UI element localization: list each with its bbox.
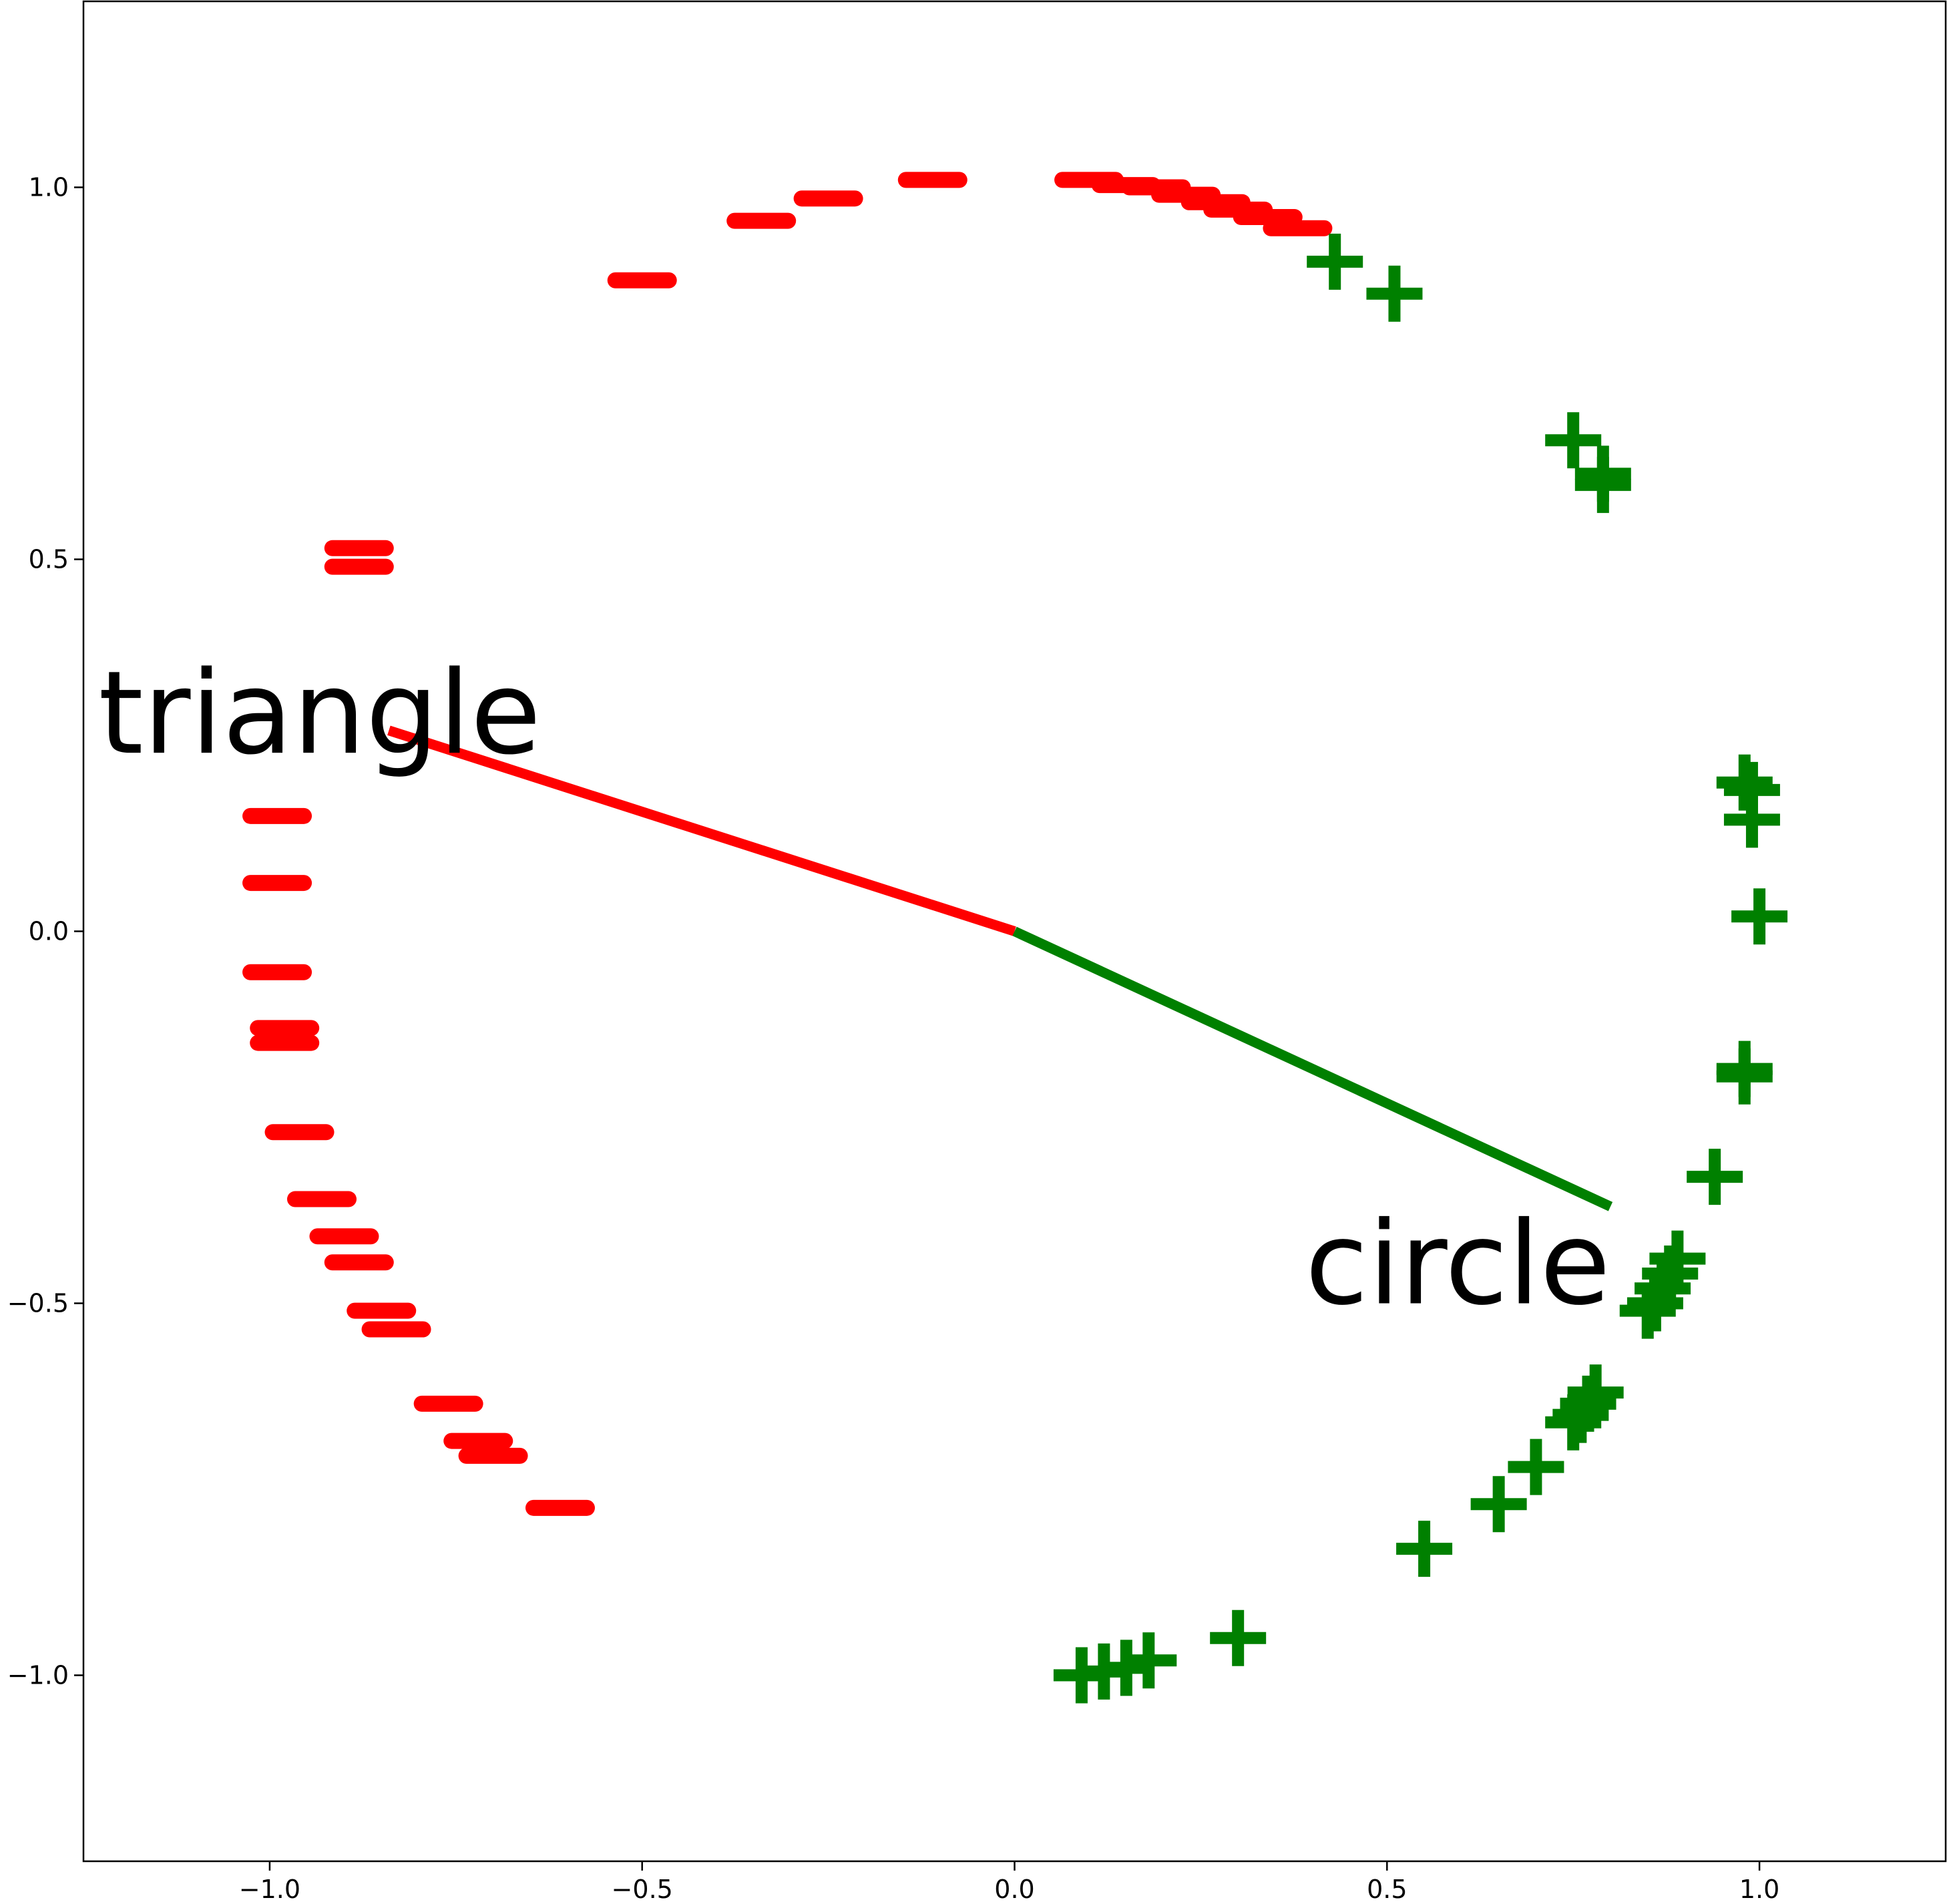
y-tick-label: −1.0 (7, 1661, 69, 1690)
y-tick-label: 1.0 (29, 173, 69, 202)
plus-marker (1731, 888, 1787, 944)
plus-marker (1396, 1521, 1452, 1577)
plus-marker (1687, 1149, 1743, 1205)
x-tick-label: 0.0 (994, 1875, 1034, 1904)
plus-marker (1508, 1439, 1564, 1495)
circle-line (1015, 932, 1610, 1207)
x-axis: −1.0 −0.5 0.0 0.5 1.0 (239, 1861, 1780, 1904)
y-tick-label: 0.5 (29, 545, 69, 574)
x-tick-label: −0.5 (612, 1875, 673, 1904)
triangle-arc-series (1062, 180, 1324, 228)
x-tick-label: −1.0 (239, 1875, 300, 1904)
plus-marker (1717, 755, 1773, 811)
circle-series (1054, 234, 1787, 1704)
y-axis: −1.0 −0.5 0.0 0.5 1.0 (7, 173, 83, 1690)
plus-marker (1471, 1476, 1527, 1532)
plot-content (250, 180, 1787, 1703)
circle-annotation: circle (1305, 1197, 1610, 1331)
triangle-series (250, 180, 959, 1507)
plus-marker (1307, 234, 1363, 290)
plus-marker (1575, 457, 1631, 513)
plus-marker (1724, 791, 1780, 847)
plus-marker (1210, 1610, 1266, 1666)
triangle-annotation: triangle (98, 646, 541, 780)
y-tick-label: −0.5 (7, 1289, 69, 1318)
plus-marker (1366, 266, 1422, 322)
annotations-layer: triangle circle (98, 646, 1610, 1330)
x-tick-label: 0.5 (1367, 1875, 1407, 1904)
x-tick-label: 1.0 (1739, 1875, 1779, 1904)
plus-marker (1717, 1049, 1773, 1105)
y-tick-label: 0.0 (29, 917, 69, 946)
plus-marker (1545, 412, 1601, 468)
